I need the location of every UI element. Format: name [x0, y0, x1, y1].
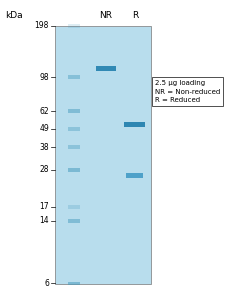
Bar [68, 109, 80, 113]
Bar [96, 66, 116, 71]
Bar [68, 24, 80, 28]
Text: 62: 62 [39, 107, 49, 116]
Bar [55, 26, 151, 284]
Text: 49: 49 [39, 124, 49, 133]
Text: 14: 14 [39, 217, 49, 226]
Text: 6: 6 [44, 279, 49, 288]
Bar [68, 146, 80, 149]
Bar [68, 281, 80, 285]
Bar [68, 205, 80, 208]
Text: 98: 98 [39, 73, 49, 82]
Bar [124, 122, 145, 127]
Text: 198: 198 [35, 21, 49, 30]
Text: NR: NR [99, 11, 112, 20]
Text: 2.5 μg loading
NR = Non-reduced
R = Reduced: 2.5 μg loading NR = Non-reduced R = Redu… [155, 80, 220, 103]
Text: 28: 28 [39, 165, 49, 174]
Bar [68, 76, 80, 80]
Text: kDa: kDa [5, 11, 23, 20]
Bar [68, 219, 80, 223]
Bar [126, 173, 143, 178]
Text: 17: 17 [39, 202, 49, 211]
Bar [68, 168, 80, 172]
Text: R: R [132, 11, 138, 20]
Bar [68, 127, 80, 130]
Text: 38: 38 [39, 143, 49, 152]
